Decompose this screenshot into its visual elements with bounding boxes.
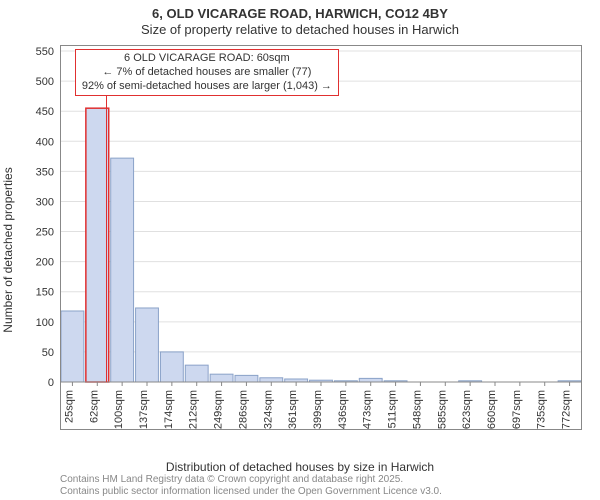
title-block: 6, OLD VICARAGE ROAD, HARWICH, CO12 4BY …: [0, 0, 600, 37]
y-tick-label: 150: [36, 287, 54, 299]
x-axis-label: Distribution of detached houses by size …: [166, 460, 434, 474]
footer-line1: Contains HM Land Registry data © Crown c…: [60, 474, 442, 486]
title-line2: Size of property relative to detached ho…: [0, 22, 600, 38]
footer-line2: Contains public sector information licen…: [60, 486, 442, 498]
y-tick-label: 200: [36, 257, 54, 269]
callout-line: ← 7% of detached houses are smaller (77): [82, 66, 332, 80]
plot-border: [60, 45, 582, 430]
callout-box: 6 OLD VICARAGE ROAD: 60sqm← 7% of detach…: [75, 49, 339, 96]
y-tick-label: 350: [36, 166, 54, 178]
y-tick-label: 300: [36, 196, 54, 208]
footer-attribution: Contains HM Land Registry data © Crown c…: [60, 474, 442, 498]
y-tick-label: 500: [36, 76, 54, 88]
title-line1: 6, OLD VICARAGE ROAD, HARWICH, CO12 4BY: [0, 6, 600, 22]
y-tick-label: 100: [36, 317, 54, 329]
y-tick-label: 50: [42, 347, 54, 359]
y-tick-label: 400: [36, 136, 54, 148]
highlight-marker-line: [106, 96, 107, 382]
callout-line: 6 OLD VICARAGE ROAD: 60sqm: [82, 52, 332, 66]
y-tick-label: 250: [36, 227, 54, 239]
y-tick-label: 450: [36, 106, 54, 118]
chart-container: 6, OLD VICARAGE ROAD, HARWICH, CO12 4BY …: [0, 0, 600, 500]
callout-line: 92% of semi-detached houses are larger (…: [82, 80, 332, 94]
plot-area: 05010015020025030035040045050055025sqm62…: [60, 45, 582, 430]
y-axis-label: Number of detached properties: [1, 167, 15, 332]
y-tick-label: 550: [36, 46, 54, 58]
y-tick-label: 0: [48, 377, 54, 389]
